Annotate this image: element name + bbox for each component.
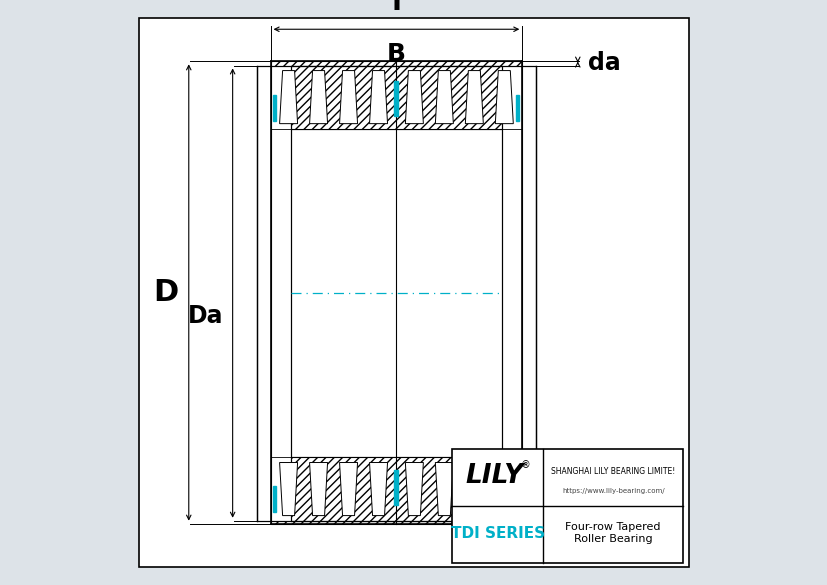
Text: da: da (588, 51, 620, 75)
Text: d: d (588, 509, 606, 535)
Polygon shape (257, 66, 270, 521)
Text: B: B (386, 42, 405, 66)
Polygon shape (465, 71, 483, 123)
Polygon shape (139, 18, 688, 567)
Polygon shape (291, 129, 501, 457)
Bar (394, 470, 398, 505)
Polygon shape (465, 463, 483, 515)
Polygon shape (270, 521, 522, 524)
Polygon shape (435, 71, 453, 123)
Polygon shape (291, 457, 501, 521)
Text: ®: ® (520, 460, 530, 470)
Text: SHANGHAI LILY BEARING LIMITE!: SHANGHAI LILY BEARING LIMITE! (551, 467, 675, 476)
Polygon shape (495, 463, 513, 515)
Polygon shape (339, 71, 357, 123)
Polygon shape (369, 71, 387, 123)
Bar (394, 81, 398, 116)
Polygon shape (369, 463, 387, 515)
Text: T: T (387, 0, 405, 16)
Bar (273, 95, 276, 121)
Polygon shape (405, 71, 423, 123)
Polygon shape (495, 71, 513, 123)
Polygon shape (280, 463, 297, 515)
Bar (273, 486, 276, 512)
Bar (515, 95, 519, 121)
Text: Four-row Tapered
Roller Bearing: Four-row Tapered Roller Bearing (565, 522, 660, 544)
Polygon shape (280, 71, 297, 123)
Polygon shape (435, 463, 453, 515)
Polygon shape (522, 66, 535, 521)
Text: D: D (153, 278, 178, 307)
Text: https://www.lily-bearing.com/: https://www.lily-bearing.com/ (562, 488, 664, 494)
Bar (515, 486, 519, 512)
Text: LILY: LILY (465, 463, 523, 489)
Polygon shape (405, 463, 423, 515)
Polygon shape (309, 71, 327, 123)
Text: Da: Da (189, 304, 223, 329)
Text: TDI SERIES: TDI SERIES (450, 525, 544, 541)
Polygon shape (291, 66, 501, 129)
Polygon shape (270, 61, 522, 66)
Polygon shape (452, 449, 682, 563)
Polygon shape (339, 463, 357, 515)
Polygon shape (309, 463, 327, 515)
